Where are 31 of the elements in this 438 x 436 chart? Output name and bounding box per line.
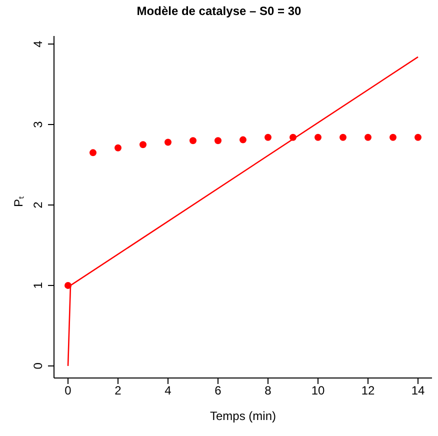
point [414, 134, 422, 141]
chart-title: Modèle de catalyse – S0 = 30 [136, 4, 302, 18]
x-tick-label: 10 [311, 384, 325, 398]
x-tick-label: 2 [114, 384, 122, 398]
y-tick-label: 1 [31, 282, 45, 289]
point [390, 134, 396, 141]
y-tick-label: 4 [31, 40, 45, 48]
point [290, 134, 296, 141]
point [140, 141, 146, 148]
x-axis-title: Temps (min) [210, 409, 276, 423]
point [264, 134, 272, 141]
point [90, 149, 96, 156]
x-tick-label: 8 [264, 384, 272, 398]
point [114, 144, 122, 152]
point [364, 134, 372, 141]
point [240, 136, 246, 144]
x-tick-label: 14 [411, 384, 425, 398]
point [190, 137, 196, 144]
point [164, 138, 172, 146]
y-tick-label: 2 [31, 201, 45, 208]
x-tick-label: 6 [214, 384, 222, 398]
x-tick-label: 12 [361, 384, 375, 398]
point [214, 137, 222, 144]
y-tick-label: 0 [31, 362, 45, 370]
y-axis-title: Pₜ [11, 196, 26, 207]
point [314, 134, 322, 141]
point [64, 282, 72, 289]
x-tick-label: 4 [164, 384, 172, 398]
point [340, 134, 346, 141]
y-tick-label: 3 [31, 120, 45, 128]
x-tick-label: 0 [64, 384, 72, 398]
